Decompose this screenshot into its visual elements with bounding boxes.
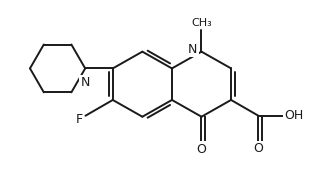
- Text: CH₃: CH₃: [191, 18, 212, 28]
- Text: N: N: [80, 76, 90, 89]
- Text: O: O: [254, 142, 263, 155]
- Text: OH: OH: [284, 109, 304, 122]
- Text: O: O: [197, 143, 206, 156]
- Text: N: N: [188, 43, 197, 56]
- Text: F: F: [76, 113, 83, 126]
